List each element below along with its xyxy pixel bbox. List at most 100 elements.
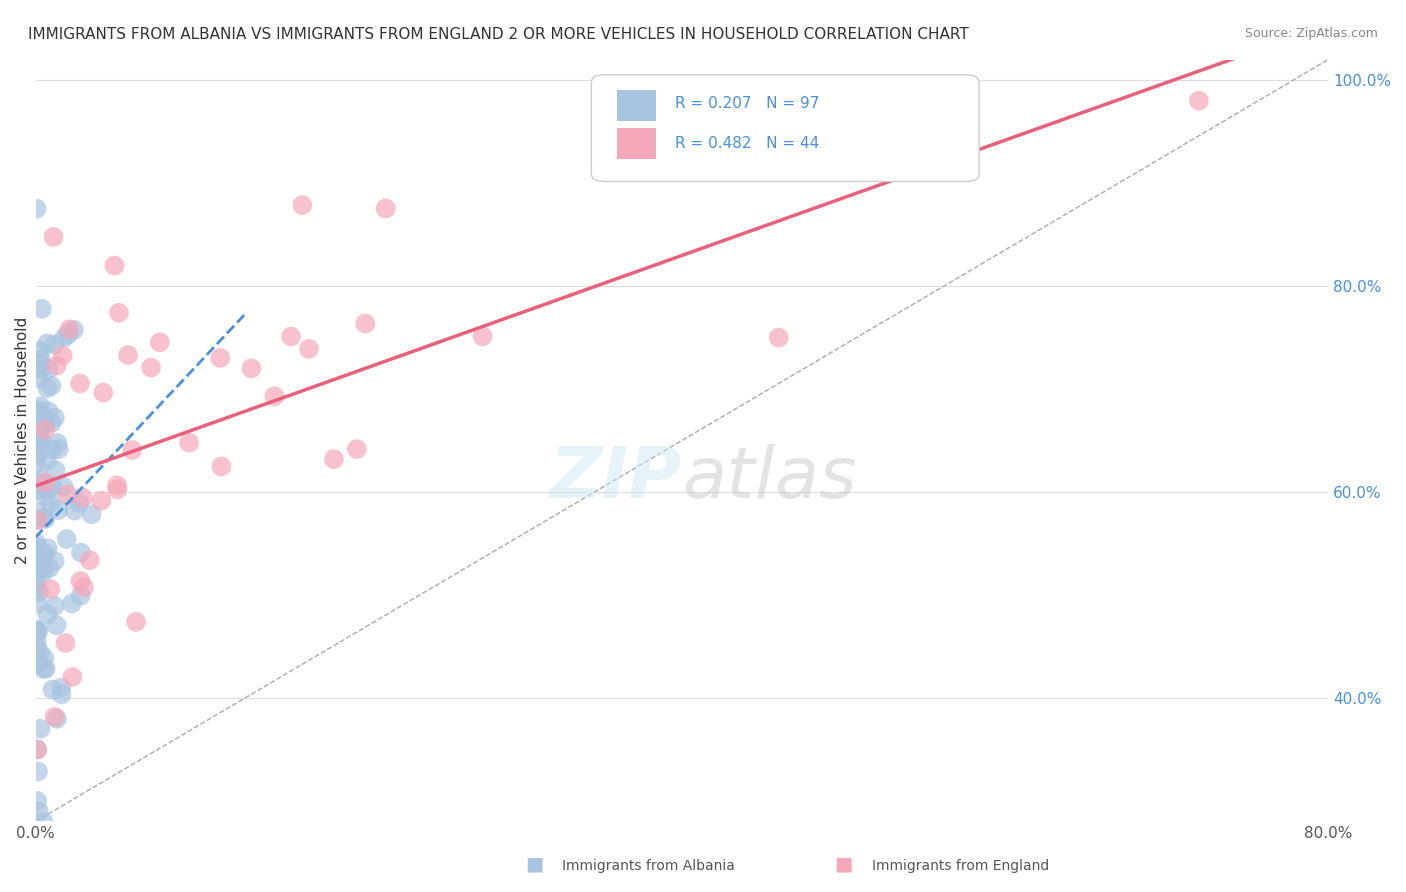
Point bbox=[34, 489, 56, 503]
Point bbox=[51, 687, 73, 701]
Y-axis label: 2 or more Vehicles in Household: 2 or more Vehicles in Household bbox=[15, 317, 30, 564]
Point bbox=[177, 435, 200, 450]
Text: Source: ZipAtlas.com: Source: ZipAtlas.com bbox=[1244, 27, 1378, 40]
Point bbox=[30, 399, 52, 413]
Point bbox=[27, 764, 49, 779]
Point bbox=[25, 559, 48, 574]
Point bbox=[25, 202, 48, 216]
Point bbox=[44, 410, 66, 425]
Point bbox=[27, 483, 49, 497]
Point bbox=[25, 457, 48, 471]
Point bbox=[30, 363, 52, 377]
Point bbox=[31, 562, 53, 576]
Point bbox=[30, 558, 52, 573]
Point bbox=[125, 615, 148, 629]
Point bbox=[32, 662, 55, 676]
Point bbox=[41, 682, 63, 697]
Point bbox=[34, 511, 56, 525]
Point bbox=[108, 306, 131, 320]
Point bbox=[27, 563, 49, 577]
Point bbox=[374, 202, 396, 216]
Point bbox=[346, 442, 368, 457]
Point bbox=[209, 351, 232, 365]
Point bbox=[45, 712, 67, 726]
Point bbox=[34, 651, 56, 665]
Point bbox=[69, 376, 91, 391]
FancyBboxPatch shape bbox=[592, 75, 979, 181]
Point bbox=[37, 336, 59, 351]
Point bbox=[80, 507, 103, 521]
Point bbox=[105, 478, 128, 492]
Point bbox=[42, 230, 65, 244]
Text: atlas: atlas bbox=[682, 444, 856, 513]
Point bbox=[45, 359, 67, 373]
Point bbox=[30, 646, 52, 660]
Point bbox=[44, 337, 66, 351]
Point bbox=[34, 423, 56, 437]
Point bbox=[298, 342, 321, 356]
Point bbox=[28, 356, 51, 370]
Point bbox=[30, 549, 52, 563]
Text: Immigrants from Albania: Immigrants from Albania bbox=[562, 859, 735, 872]
Point bbox=[25, 536, 48, 550]
Point bbox=[39, 582, 62, 596]
Point bbox=[38, 561, 60, 575]
Point bbox=[51, 681, 73, 695]
Point bbox=[52, 480, 75, 494]
Point bbox=[90, 493, 112, 508]
Point bbox=[44, 710, 66, 724]
Text: ■: ■ bbox=[834, 855, 853, 873]
Point bbox=[48, 442, 70, 457]
Point bbox=[209, 459, 232, 474]
Point bbox=[28, 804, 51, 818]
Point bbox=[34, 662, 56, 676]
Point bbox=[27, 624, 49, 638]
Bar bbox=[617, 90, 657, 120]
Point bbox=[41, 479, 63, 493]
Point bbox=[69, 589, 91, 603]
Point bbox=[103, 259, 125, 273]
Point bbox=[63, 503, 86, 517]
Point bbox=[25, 794, 48, 808]
Point bbox=[28, 406, 51, 420]
Point bbox=[25, 638, 48, 652]
Point bbox=[41, 416, 63, 430]
Point bbox=[34, 547, 56, 561]
Point bbox=[25, 541, 48, 556]
Point bbox=[25, 623, 48, 637]
Point bbox=[37, 541, 59, 556]
Point bbox=[48, 503, 70, 517]
Point bbox=[41, 442, 63, 457]
Point bbox=[27, 512, 49, 526]
Text: IMMIGRANTS FROM ALBANIA VS IMMIGRANTS FROM ENGLAND 2 OR MORE VEHICLES IN HOUSEHO: IMMIGRANTS FROM ALBANIA VS IMMIGRANTS FR… bbox=[28, 27, 969, 42]
Point bbox=[31, 301, 53, 316]
Point bbox=[149, 335, 172, 350]
Point bbox=[27, 560, 49, 574]
Point bbox=[25, 541, 48, 555]
Point bbox=[28, 430, 51, 444]
Point bbox=[58, 322, 80, 336]
Point bbox=[25, 576, 48, 591]
Point bbox=[27, 475, 49, 490]
Point bbox=[55, 532, 77, 546]
Point bbox=[28, 434, 51, 448]
Point bbox=[62, 670, 84, 684]
Point bbox=[30, 471, 52, 485]
Point bbox=[34, 416, 56, 430]
Point bbox=[263, 389, 285, 403]
Text: ■: ■ bbox=[524, 855, 544, 873]
Point bbox=[39, 496, 62, 510]
Bar bbox=[617, 128, 657, 159]
Point bbox=[280, 329, 302, 343]
Point bbox=[354, 317, 377, 331]
Point bbox=[25, 439, 48, 453]
Point bbox=[37, 381, 59, 395]
Point bbox=[30, 344, 52, 359]
Text: R = 0.482   N = 44: R = 0.482 N = 44 bbox=[675, 136, 820, 151]
Point bbox=[37, 362, 59, 376]
Point bbox=[1188, 94, 1211, 108]
Point bbox=[44, 599, 66, 613]
Point bbox=[30, 553, 52, 567]
Point bbox=[91, 385, 114, 400]
Point bbox=[121, 443, 143, 458]
